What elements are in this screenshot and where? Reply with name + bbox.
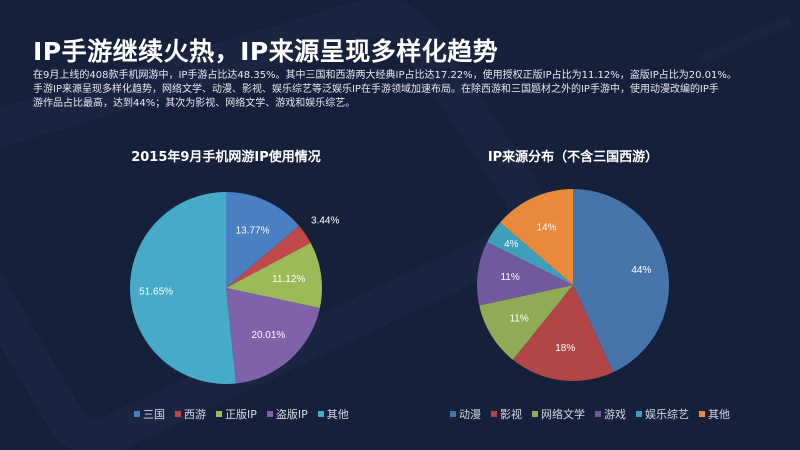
legend-label: 其他 — [708, 408, 730, 421]
right-pie-chart: 44% 18% 11% 11% 4% 14% — [477, 189, 669, 381]
legend-item[interactable]: 西游 — [175, 406, 206, 422]
pie-slice-label: 4% — [504, 239, 519, 250]
pie-slice-label: 44% — [631, 265, 651, 276]
pie-slice-label: 11.12% — [272, 274, 305, 285]
legend-swatch-icon — [595, 411, 601, 417]
pie-slice-label: 51.65% — [139, 287, 173, 298]
pie-slice — [226, 242, 322, 308]
legend-swatch-icon — [636, 411, 642, 417]
legend-item[interactable]: 游戏 — [595, 406, 626, 422]
legend-swatch-icon — [175, 411, 181, 417]
pie-slice — [129, 192, 236, 384]
page-title: IP手游继续火热，IP来源呈现多样化趋势 — [33, 37, 499, 66]
legend-label: 动漫 — [459, 408, 481, 421]
legend-item[interactable]: 盗版IP — [266, 406, 308, 422]
description: 在9月上线的408款手机网游中，IP手游占比达48.35%。其中三国和西游两大经… — [33, 69, 773, 111]
pie-slice-label: 3.44% — [311, 215, 339, 226]
left-chart-legend: 三国 西游 正版IP 盗版IP 其他 — [134, 406, 349, 422]
pie-slice — [479, 285, 573, 360]
legend-swatch-icon — [317, 411, 324, 417]
pie-slice-label: 11% — [500, 272, 519, 283]
legend-label: 三国 — [143, 408, 165, 421]
legend-item[interactable]: 三国 — [134, 406, 165, 422]
legend-label: 正版IP — [225, 408, 257, 421]
legend-item[interactable]: 影视 — [491, 406, 522, 422]
legend-item[interactable]: 正版IP — [216, 406, 257, 422]
legend-label: 游戏 — [604, 408, 626, 421]
pie-slice — [477, 242, 573, 306]
pie-slice-label: 14% — [537, 222, 557, 233]
description-line: 游作品占比最高，达到44%；其次为影视、网络文学、游戏和娱乐综艺。 — [33, 98, 356, 109]
pie-slice — [226, 225, 311, 288]
pie-slice — [226, 192, 300, 288]
legend-swatch-icon — [134, 411, 140, 417]
left-chart-title: 2015年9月手机网游IP使用情况 — [131, 150, 321, 165]
legend-item[interactable]: 其他 — [317, 406, 349, 422]
legend-swatch-icon — [699, 411, 705, 417]
legend-swatch-icon — [532, 411, 538, 417]
left-pie-chart: 13.77% 3.44% 11.12% 20.01% 51.65% — [129, 192, 339, 384]
legend-item[interactable]: 动漫 — [450, 406, 481, 422]
right-chart-legend: 动漫 影视 网络文学 游戏 娱乐综艺 其他 — [450, 406, 730, 422]
pie-slice — [573, 189, 669, 373]
legend-swatch-icon — [216, 411, 222, 417]
legend-item[interactable]: 娱乐综艺 — [636, 406, 689, 422]
legend-label: 西游 — [184, 408, 206, 421]
pie-slice — [487, 222, 573, 285]
legend-label: 其他 — [326, 408, 349, 421]
right-chart-title: IP来源分布（不含三国西游） — [487, 150, 659, 165]
pie-slice — [500, 189, 573, 285]
pie-slice-label: 11% — [509, 313, 528, 324]
legend-label: 网络文学 — [541, 408, 585, 421]
legend-swatch-icon — [450, 411, 456, 417]
legend-label: 盗版IP — [275, 408, 308, 421]
legend-label: 娱乐综艺 — [645, 408, 689, 421]
pie-slice — [226, 288, 320, 384]
pie-slice-label: 13.77% — [236, 225, 270, 236]
legend-label: 影视 — [500, 408, 522, 421]
description-line: 在9月上线的408款手机网游中，IP手游占比达48.35%。其中三国和西游两大经… — [33, 70, 737, 81]
legend-item[interactable]: 其他 — [699, 406, 730, 422]
pie-slice — [512, 285, 614, 381]
pie-slice-label: 18% — [555, 343, 575, 354]
legend-item[interactable]: 网络文学 — [532, 406, 585, 422]
legend-swatch-icon — [266, 411, 273, 417]
legend-swatch-icon — [491, 411, 497, 417]
description-line: 手游IP来源呈现多样化趋势，网络文学、动漫、影视、娱乐综艺等泛娱乐IP在手游领域… — [33, 84, 719, 95]
pie-slice-label: 20.01% — [251, 330, 285, 341]
